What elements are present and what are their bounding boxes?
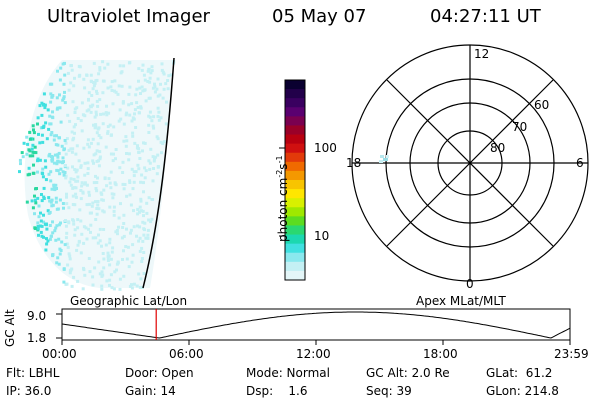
- colorbar-stripe: [285, 252, 305, 263]
- uv-earth-image: [18, 57, 176, 291]
- status-glat: GLat: 61.2: [486, 366, 553, 380]
- alt-ylabel-9: 9.0: [27, 309, 47, 323]
- status-mode: Mode: Normal: [246, 366, 330, 380]
- status-door: Door: Open: [125, 366, 194, 380]
- status-ip: IP: 36.0: [6, 384, 52, 398]
- altitude-plot: [56, 308, 571, 345]
- colorbar-stripe: [285, 261, 305, 272]
- geographic-label: Geographic Lat/Lon: [70, 294, 188, 308]
- mlt-label-18: 18: [346, 156, 362, 170]
- colorbar-stripe: [285, 134, 305, 145]
- colorbar-stripe: [285, 89, 305, 99]
- colorbar-label-10: 10: [314, 229, 330, 243]
- colorbar-stripe: [285, 98, 305, 108]
- lat-label-80: 80: [490, 141, 506, 155]
- colorbar-stripe: [285, 234, 305, 245]
- colorbar-stripe: [285, 161, 305, 172]
- xtick-label-24: 23:59: [554, 347, 589, 361]
- gc-alt-axis-label: GC Alt: [3, 309, 17, 347]
- mlt-label-0: 0: [466, 277, 474, 291]
- colorbar-stripe: [285, 270, 305, 281]
- mlt-label-6: 6: [576, 156, 584, 170]
- colorbar-stripe: [285, 216, 305, 227]
- apex-label: Apex MLat/MLT: [416, 294, 506, 308]
- mlt-label-12: 12: [474, 47, 490, 61]
- colorbar-label-100: 100: [314, 141, 337, 155]
- status-gain: Gain: 14: [125, 384, 176, 398]
- lat-label-60: 60: [534, 98, 550, 112]
- colorbar-stripe: [285, 189, 305, 199]
- colorbar-stripe: [285, 198, 305, 208]
- date-label: 05 May 07: [272, 6, 367, 27]
- color-scale-frame: [284, 79, 306, 281]
- colorbar-stripe: [285, 207, 305, 217]
- xtick-label-6: 06:00: [169, 347, 204, 361]
- instrument-title: Ultraviolet Imager: [47, 6, 210, 27]
- colorbar-stripe: [285, 152, 305, 163]
- polar-mlt-plot: [351, 44, 589, 282]
- time-label: 04:27:11 UT: [430, 6, 541, 27]
- status-dsp: Dsp: 1.6: [246, 384, 308, 398]
- colorbar-stripe: [285, 170, 305, 181]
- colorbar-unit-label: photon cm-2s-1: [275, 155, 290, 242]
- colorbar-stripe: [285, 143, 305, 154]
- status-seq: Seq: 39: [366, 384, 412, 398]
- colorbar-stripe: [285, 116, 305, 127]
- lat-label-70: 70: [512, 120, 528, 134]
- colorbar-stripe: [285, 243, 305, 254]
- colorbar-stripe: [285, 80, 305, 90]
- terminator-line: [142, 57, 175, 289]
- xtick-label-18: 18:00: [423, 347, 458, 361]
- colorbar-stripe: [285, 180, 305, 190]
- status-filter: Flt: LBHL: [6, 366, 60, 380]
- alt-ylabel-1.8: 1.8: [27, 331, 47, 345]
- colorbar-stripe: [285, 225, 305, 236]
- altitude-curve: [61, 311, 571, 339]
- status-gc-alt: GC Alt: 2.0 Re: [366, 366, 450, 380]
- status-glon: GLon: 214.8: [486, 384, 559, 398]
- colorbar-stripe: [285, 125, 305, 136]
- color-scale-bar: [285, 80, 305, 281]
- polar-diagonal-2: [386, 79, 554, 247]
- xtick-label-0: 00:00: [42, 347, 77, 361]
- polar-emission-spot: [379, 155, 389, 163]
- colorbar-stripe: [285, 107, 305, 117]
- xtick-label-12: 12:00: [296, 347, 331, 361]
